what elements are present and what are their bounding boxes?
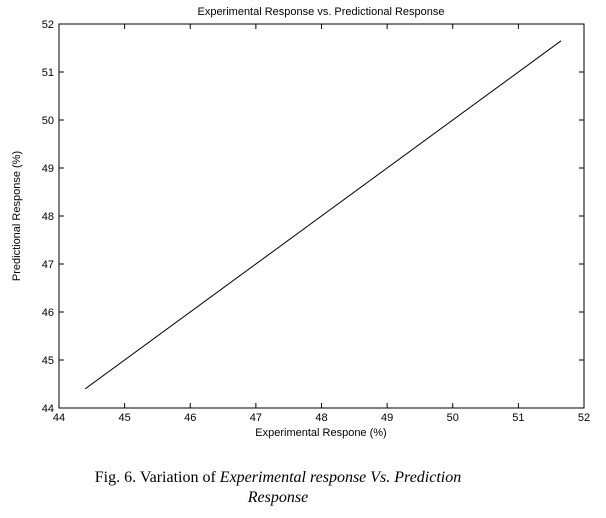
caption-text: Fig. 6. Variation of (94, 469, 216, 486)
y-tick-label: 49 (42, 163, 54, 175)
x-tick-label: 52 (578, 412, 590, 424)
y-tick-label: 50 (42, 115, 54, 127)
y-tick-label: 52 (42, 19, 54, 31)
x-tick-label: 46 (184, 412, 196, 424)
y-axis-label: Predictional Response (%) (11, 151, 23, 281)
x-tick-label: 48 (315, 412, 327, 424)
x-axis-label: Experimental Respone (%) (255, 427, 386, 439)
x-tick-label: 51 (512, 412, 524, 424)
caption-emphasis: Experimental response Vs. Prediction Res… (219, 469, 462, 506)
figure-caption: Fig. 6. Variation of Experimental respon… (70, 468, 486, 508)
data-line (84, 40, 562, 390)
x-tick-label: 45 (119, 412, 131, 424)
chart: Experimental Response vs. Predictional R… (11, 6, 590, 439)
y-tick-label: 51 (42, 67, 54, 79)
chart-title: Experimental Response vs. Predictional R… (197, 6, 444, 18)
x-tick-label: 50 (447, 412, 459, 424)
x-tick-label: 44 (53, 412, 65, 424)
y-tick-label: 48 (42, 211, 54, 223)
y-tick-label: 47 (42, 259, 54, 271)
y-tick-label: 45 (42, 355, 54, 367)
x-tick-label: 49 (381, 412, 393, 424)
y-tick-label: 46 (42, 307, 54, 319)
y-tick-label: 44 (42, 403, 54, 415)
x-tick-label: 47 (250, 412, 262, 424)
